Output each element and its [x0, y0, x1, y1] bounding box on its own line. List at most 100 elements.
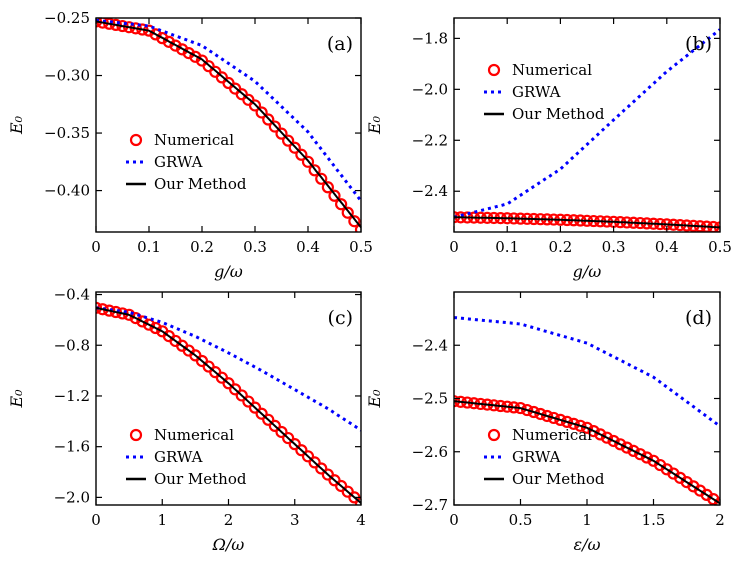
x-tick-label: 0.4	[296, 238, 320, 256]
panel-tag: (b)	[685, 33, 712, 55]
y-tick-label: −1.6	[54, 438, 90, 456]
marker-numerical	[288, 438, 301, 451]
marker-numerical	[348, 215, 361, 228]
legend-label-numerical: Numerical	[512, 426, 592, 444]
x-tick-label: 0.5	[509, 511, 533, 529]
y-tick-label: −0.40	[44, 182, 90, 200]
marker-numerical	[540, 409, 554, 423]
x-axis-label: ε/ω	[573, 535, 600, 554]
marker-numerical	[129, 312, 142, 325]
marker-numerical	[554, 413, 567, 427]
x-tick-label: 2	[224, 511, 234, 529]
x-tick-label: 0	[449, 238, 459, 256]
panel-a: 0 0.1 0.2 0.3 0.4 0.5 −0.25 −0.30 −0.35 −0.40 g/ω E…	[7, 9, 373, 281]
x-tick-label: 0.3	[602, 238, 626, 256]
marker-numerical	[560, 415, 574, 428]
marker-numerical	[335, 198, 348, 211]
x-axis-label: g/ω	[214, 262, 243, 281]
marker-numerical	[295, 148, 308, 161]
panel-tag: (a)	[327, 33, 353, 55]
legend: Numerical GRWA Our Method	[126, 426, 247, 488]
marker-numerical	[580, 421, 594, 434]
marker-numerical	[627, 444, 640, 457]
y-tick-label: −0.35	[44, 124, 90, 142]
legend-label-numerical: Numerical	[154, 426, 234, 444]
marker-numerical	[547, 411, 560, 425]
marker-numerical	[262, 413, 275, 426]
y-tick-label: −0.8	[54, 336, 90, 354]
plot-area	[96, 18, 361, 232]
marker-numerical	[574, 419, 587, 432]
plot-area	[454, 316, 720, 505]
marker-numerical	[594, 428, 607, 441]
x-tick-label: 0.4	[655, 238, 679, 256]
series-line-our-method	[454, 400, 720, 505]
marker-numerical	[620, 441, 634, 454]
marker-numerical	[275, 127, 288, 140]
y-axis-label: E₀	[365, 389, 384, 409]
y-tick-label: −0.25	[44, 9, 90, 27]
marker-numerical	[248, 99, 262, 112]
panel-tag: (c)	[328, 307, 353, 329]
y-tick-label: −1.2	[54, 387, 90, 405]
marker-numerical	[587, 424, 600, 438]
marker-numerical	[614, 438, 627, 451]
panel-tag: (d)	[685, 307, 712, 329]
x-tick-label: 3	[290, 511, 300, 529]
marker-numerical	[328, 189, 341, 202]
y-tick-label: −2.4	[412, 336, 448, 354]
marker-numerical	[308, 456, 321, 469]
marker-numerical	[149, 321, 162, 335]
marker-numerical	[713, 497, 720, 505]
x-tick-label: 4	[356, 511, 366, 529]
marker-numerical	[248, 401, 262, 414]
x-tick-label: 2	[715, 511, 725, 529]
x-tick-label: 0	[91, 511, 101, 529]
marker-numerical	[527, 405, 540, 419]
marker-numerical	[354, 496, 361, 505]
series-line-our-method	[96, 306, 361, 504]
legend-label-our-method: Our Method	[154, 175, 247, 193]
marker-numerical	[229, 383, 242, 396]
legend-label-grwa: GRWA	[512, 448, 561, 466]
x-tick-label: 0.5	[708, 238, 732, 256]
panel-b: 0 0.1 0.2 0.3 0.4 0.5 −1.8 −2.0 −2.2 −2.4 g/ω E₀ (b)…	[365, 17, 732, 281]
legend-label-numerical: Numerical	[512, 61, 592, 79]
x-tick-label: 1	[157, 511, 167, 529]
x-tick-label: 0.1	[137, 238, 161, 256]
y-tick-label: −2.0	[412, 80, 448, 98]
marker-numerical	[301, 155, 315, 168]
x-tick-label: 0	[449, 511, 459, 529]
legend: Numerical GRWA Our Method	[484, 426, 605, 488]
plot-area	[96, 301, 361, 505]
marker-numerical	[600, 431, 614, 444]
axes-frame	[95, 17, 362, 233]
marker-numerical	[640, 451, 653, 464]
series-line-grwa	[96, 306, 361, 432]
marker-numerical	[315, 172, 328, 185]
marker-numerical	[268, 120, 281, 133]
x-tick-label: 0.5	[349, 238, 373, 256]
legend-label-numerical: Numerical	[154, 131, 234, 149]
marker-numerical	[301, 450, 315, 463]
legend-marker-numerical	[129, 428, 143, 442]
marker-numerical	[288, 141, 301, 154]
marker-numerical	[268, 419, 281, 432]
marker-numerical	[262, 113, 275, 126]
marker-numerical	[282, 431, 295, 445]
legend-marker-numerical	[487, 428, 501, 442]
legend-label-our-method: Our Method	[512, 105, 605, 123]
panel-c: 0 1 2 3 4 −0.4 −0.8 −1.2 −1.6 −2.0 Ω/ω E₀ (c) Numeric…	[7, 286, 366, 554]
panel-d: 0 0.5 1 1.5 2 −2.4 −2.5 −2.6 −2.7 ε/ω E₀ (d) Numeric…	[365, 291, 725, 554]
marker-numerical	[321, 181, 334, 194]
y-tick-label: −2.7	[412, 496, 448, 514]
legend: Numerical GRWA Our Method	[484, 61, 605, 123]
marker-numerical	[103, 304, 116, 317]
y-tick-label: −1.8	[412, 29, 448, 47]
legend-label-grwa: GRWA	[512, 83, 561, 101]
legend-label-our-method: Our Method	[512, 470, 605, 488]
y-axis-label: E₀	[7, 389, 26, 409]
series-line-our-method	[454, 216, 720, 229]
y-tick-label: −2.6	[412, 443, 448, 461]
marker-numerical	[534, 407, 547, 421]
